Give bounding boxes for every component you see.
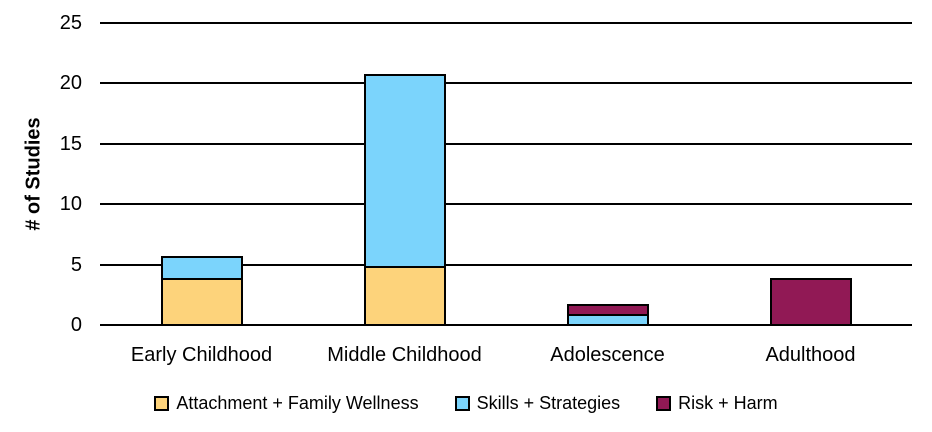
legend-item-skills-strategies: Skills + Strategies [454, 392, 621, 414]
gridline-10 [100, 203, 912, 206]
bar-adulthood [769, 277, 852, 326]
y-tick-label-20: 20 [59, 72, 82, 95]
bar-adolescence [566, 303, 649, 326]
bar-early-childhood [160, 255, 243, 326]
bar-middle-childhood [363, 74, 446, 326]
gridline-15 [100, 142, 912, 145]
y-tick-label-10: 10 [59, 193, 82, 216]
legend-item-attachment-family-wellness: Attachment + Family Wellness [154, 392, 419, 414]
x-category-label-early-childhood: Early Childhood [130, 344, 273, 366]
bar-segment-attachment-family-wellness [363, 265, 446, 326]
gridline-5 [100, 263, 912, 266]
x-category-label-adulthood: Adulthood [765, 344, 856, 366]
legend-label-skills-strategies: Skills + Strategies [476, 392, 621, 413]
legend-label-risk-harm: Risk + Harm [678, 392, 778, 413]
legend-item-risk-harm: Risk + Harm [656, 393, 778, 414]
bar-segment-risk-harm [769, 277, 852, 326]
bar-segment-skills-strategies [566, 313, 649, 326]
legend-swatch-risk-harm [656, 395, 672, 411]
y-tick-label-25: 25 [59, 12, 82, 34]
gridline-25 [100, 22, 912, 24]
legend-swatch-attachment-family-wellness [154, 395, 170, 411]
y-tick-label-0: 0 [70, 314, 82, 336]
y-tick-label-5: 5 [70, 253, 82, 276]
legend-label-attachment-family-wellness: Attachment + Family Wellness [176, 392, 419, 413]
x-axis-labels: Early Childhood Middle Childhood Adolescen… [100, 341, 912, 369]
plot-area [100, 22, 912, 326]
x-category-label-adolescence: Adolescence [550, 344, 665, 366]
gridline-0 [100, 324, 912, 326]
gridline-20 [100, 82, 912, 85]
y-tick-label-15: 15 [59, 132, 82, 155]
x-category-label-middle-childhood: Middle Childhood [327, 344, 482, 366]
y-axis-ticks: 0 5 10 15 20 25 [0, 12, 82, 336]
bar-segment-skills-strategies [160, 255, 243, 280]
bar-segment-attachment-family-wellness [160, 277, 243, 326]
bar-segment-skills-strategies [363, 74, 446, 268]
legend: Attachment + Family Wellness Skills + Str… [0, 390, 932, 416]
legend-swatch-skills-strategies [454, 395, 470, 411]
